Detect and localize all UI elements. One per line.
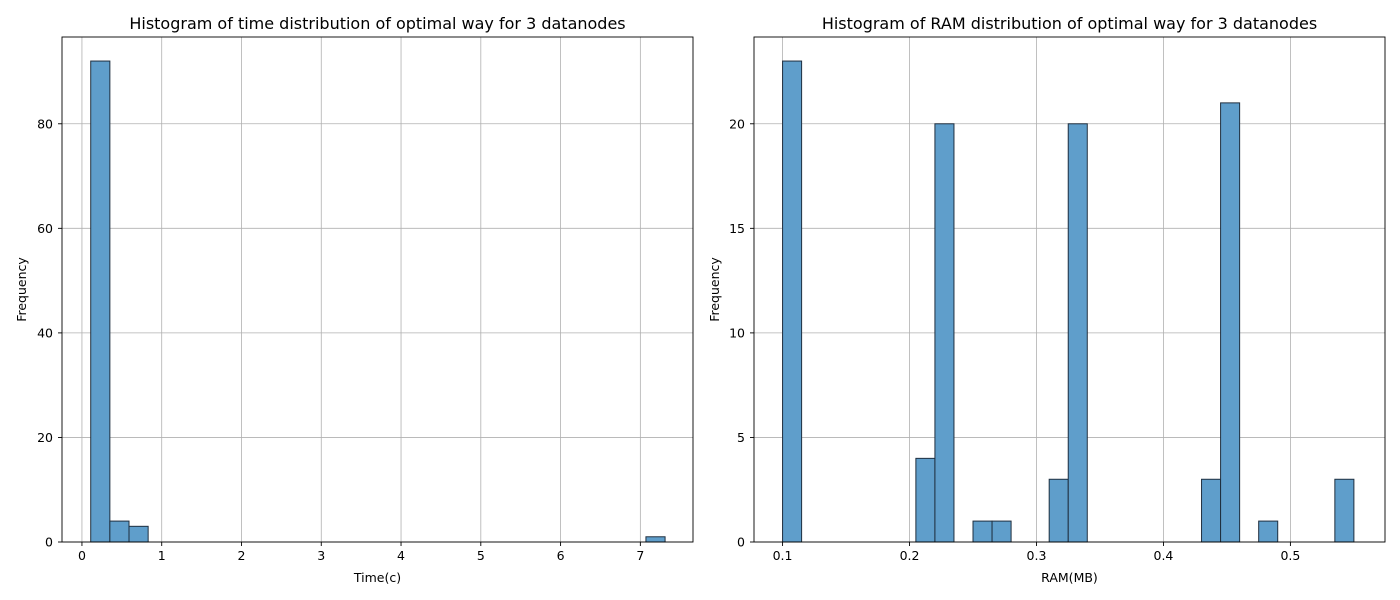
time-histogram-title: Histogram of time distribution of optima… <box>129 14 625 33</box>
time-histogram-y-tick-label: 40 <box>37 325 53 340</box>
ram-histogram-bar <box>1048 478 1069 543</box>
time-histogram-ticks: 0 1 2 3 4 5 6 7 0 20 40 60 80 <box>37 116 644 563</box>
ram-histogram-bar <box>1220 102 1241 543</box>
ram-histogram-x-tick-label: 0.5 <box>1280 548 1300 563</box>
ram-histogram-x-tick-label: 0.3 <box>1027 548 1047 563</box>
time-histogram-x-axis-label: Time(c) <box>353 570 401 585</box>
time-histogram-x-tick-label: 3 <box>317 548 325 563</box>
time-histogram-chart: 0 1 2 3 4 5 6 7 0 20 40 60 80 Histogram of time dist… <box>14 14 694 585</box>
ram-histogram-bar <box>1201 478 1222 543</box>
ram-histogram-y-axis-label: Frequency <box>707 257 722 322</box>
time-histogram-bars <box>90 60 666 543</box>
time-histogram-y-tick-label: 60 <box>37 221 53 236</box>
ram-histogram-bar <box>915 457 936 543</box>
time-histogram-grid <box>62 37 693 543</box>
time-histogram-x-tick-label: 5 <box>477 548 485 563</box>
time-histogram-x-tick-label: 2 <box>238 548 246 563</box>
ram-histogram-y-tick-label: 15 <box>729 221 745 236</box>
ram-histogram-bar <box>782 60 803 543</box>
time-histogram-bar <box>645 536 666 543</box>
time-histogram-x-tick-label: 4 <box>397 548 405 563</box>
ram-histogram-bar <box>1067 123 1088 543</box>
ram-histogram-x-tick-label: 0.4 <box>1154 548 1174 563</box>
ram-histogram-y-tick-label: 20 <box>729 116 745 131</box>
ram-histogram-bar <box>972 520 993 543</box>
ram-histogram-bar <box>1258 520 1279 543</box>
ram-histogram-x-tick-label: 0.1 <box>773 548 793 563</box>
time-histogram-y-axis-label: Frequency <box>14 257 29 322</box>
time-histogram-y-tick-label: 80 <box>37 116 53 131</box>
time-histogram-x-tick-label: 1 <box>158 548 166 563</box>
ram-histogram-x-tick-label: 0.2 <box>900 548 920 563</box>
time-histogram-bar <box>128 525 149 543</box>
time-histogram-y-tick-label: 0 <box>45 535 53 550</box>
time-histogram-bar <box>90 60 111 543</box>
ram-histogram-y-tick-label: 0 <box>737 535 745 550</box>
time-histogram-x-tick-label: 0 <box>78 548 86 563</box>
time-histogram-x-tick-label: 6 <box>557 548 565 563</box>
ram-histogram-bar <box>991 520 1012 543</box>
ram-histogram-bar <box>1334 478 1355 543</box>
ram-histogram-frame <box>753 36 1386 543</box>
ram-histogram-chart: 0.1 0.2 0.3 0.4 0.5 0 5 10 15 20 Histogram of RAM… <box>707 14 1386 585</box>
time-histogram-frame <box>61 36 694 543</box>
time-histogram-x-tick-label: 7 <box>636 548 644 563</box>
ram-histogram-bar <box>934 123 955 543</box>
ram-histogram-title: Histogram of RAM distribution of optimal… <box>822 14 1317 33</box>
ram-histogram-ticks: 0.1 0.2 0.3 0.4 0.5 0 5 10 15 20 <box>729 116 1300 563</box>
time-histogram-plot-area <box>62 37 693 542</box>
ram-histogram-y-tick-label: 5 <box>737 430 745 445</box>
ram-histogram-x-axis-label: RAM(MB) <box>1041 570 1098 585</box>
time-histogram-y-tick-label: 20 <box>37 430 53 445</box>
ram-histogram-y-tick-label: 10 <box>729 325 745 340</box>
time-histogram-bar <box>109 520 130 543</box>
